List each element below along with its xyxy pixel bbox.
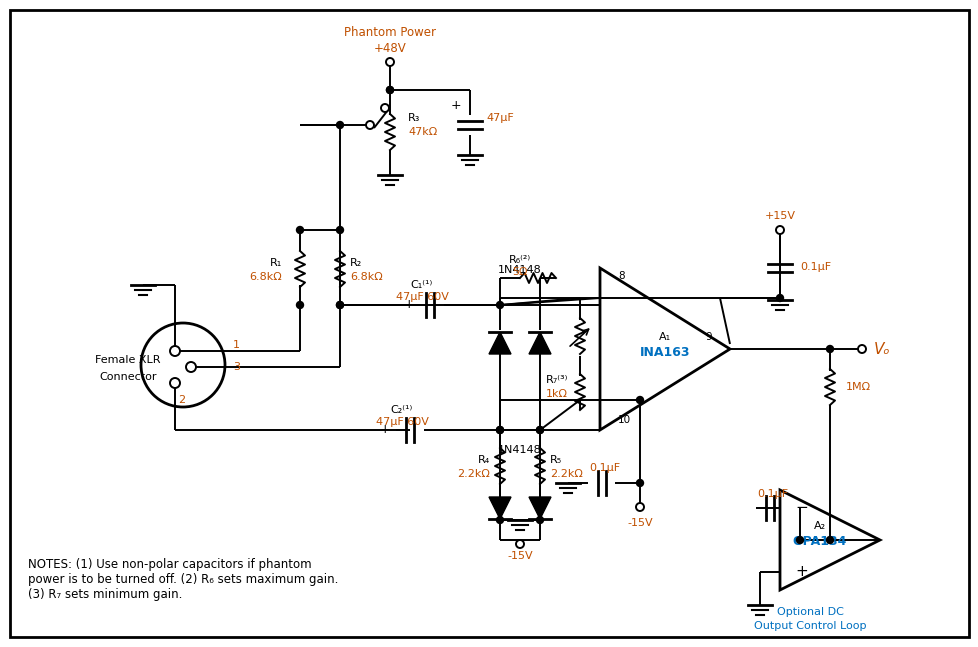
Text: 1N4148: 1N4148 [498,445,541,455]
Circle shape [336,302,343,309]
Text: +15V: +15V [764,211,795,221]
Text: R₄: R₄ [477,455,490,465]
Circle shape [385,58,393,66]
Text: NOTES: (1) Use non-polar capacitors if phantom
power is to be turned off. (2) R₆: NOTES: (1) Use non-polar capacitors if p… [28,558,338,601]
Circle shape [536,426,543,433]
Text: +: + [403,298,414,311]
Circle shape [536,426,543,433]
Text: R₇⁽³⁾: R₇⁽³⁾ [545,375,567,385]
Circle shape [170,346,180,356]
Text: 3: 3 [233,362,240,372]
Text: A₂: A₂ [813,521,825,531]
Text: 1N4148: 1N4148 [498,265,541,275]
Text: +: + [450,98,461,111]
Text: 0.1μF: 0.1μF [799,262,830,272]
Circle shape [386,87,393,94]
Circle shape [386,87,393,94]
Text: C₂⁽¹⁾: C₂⁽¹⁾ [390,405,413,415]
Circle shape [186,362,196,372]
Text: 47μF 60V: 47μF 60V [376,417,428,427]
Text: 47kΩ: 47kΩ [408,127,437,137]
Text: INA163: INA163 [639,347,689,360]
Circle shape [536,516,543,523]
Text: R₆⁽²⁾: R₆⁽²⁾ [509,255,530,265]
Text: 47μF 60V: 47μF 60V [395,292,448,302]
Text: 47μF: 47μF [485,113,513,123]
Text: OPA134: OPA134 [792,536,846,549]
Circle shape [170,378,180,388]
Text: Phantom Power: Phantom Power [343,25,435,39]
Circle shape [776,294,782,302]
Text: Optional DC: Optional DC [776,607,843,617]
Polygon shape [528,497,551,519]
Text: 5Ω: 5Ω [511,267,527,277]
Text: C₁⁽¹⁾: C₁⁽¹⁾ [411,280,432,290]
Text: -15V: -15V [627,518,652,528]
Circle shape [636,397,643,404]
Text: 0.1μF: 0.1μF [589,463,620,473]
Text: −: − [794,501,807,516]
Text: 9: 9 [705,332,711,342]
Circle shape [776,226,783,234]
Circle shape [496,426,503,433]
Text: R₂: R₂ [350,258,362,268]
Text: +: + [379,424,389,437]
Text: +48V: +48V [374,41,406,54]
Text: -15V: -15V [507,551,532,561]
Text: 0.1μF: 0.1μF [757,489,787,499]
Text: Connector: Connector [99,372,156,382]
Circle shape [296,226,303,234]
Text: Vₒ: Vₒ [872,342,889,356]
Polygon shape [488,497,511,519]
Circle shape [496,426,503,433]
Circle shape [336,226,343,234]
Circle shape [296,302,303,309]
Circle shape [336,122,343,129]
Text: 1kΩ: 1kΩ [546,389,567,399]
Text: +: + [794,564,807,580]
Text: 1: 1 [233,340,240,350]
Circle shape [496,302,503,309]
Text: 2.2kΩ: 2.2kΩ [457,469,490,479]
Circle shape [366,121,374,129]
Text: R₁: R₁ [270,258,282,268]
Polygon shape [528,332,551,354]
Circle shape [515,540,523,548]
Text: R₅: R₅ [550,455,561,465]
Text: 2.2kΩ: 2.2kΩ [550,469,582,479]
Text: Female XLR: Female XLR [95,355,160,365]
Text: Output Control Loop: Output Control Loop [753,621,866,631]
Text: A₁: A₁ [658,332,670,342]
Text: 6.8kΩ: 6.8kΩ [249,272,282,282]
Polygon shape [488,332,511,354]
Circle shape [636,479,643,487]
Text: 2: 2 [178,395,185,405]
Circle shape [857,345,866,353]
Text: 6.8kΩ: 6.8kΩ [350,272,382,282]
Circle shape [796,536,803,543]
Circle shape [496,516,503,523]
Text: R₃: R₃ [408,113,420,123]
Text: 8: 8 [617,271,624,281]
Text: 10: 10 [617,415,631,425]
Circle shape [636,503,644,511]
Circle shape [336,302,343,309]
Circle shape [825,345,832,353]
Circle shape [825,536,832,543]
Text: 1MΩ: 1MΩ [845,382,870,392]
Circle shape [380,104,388,112]
